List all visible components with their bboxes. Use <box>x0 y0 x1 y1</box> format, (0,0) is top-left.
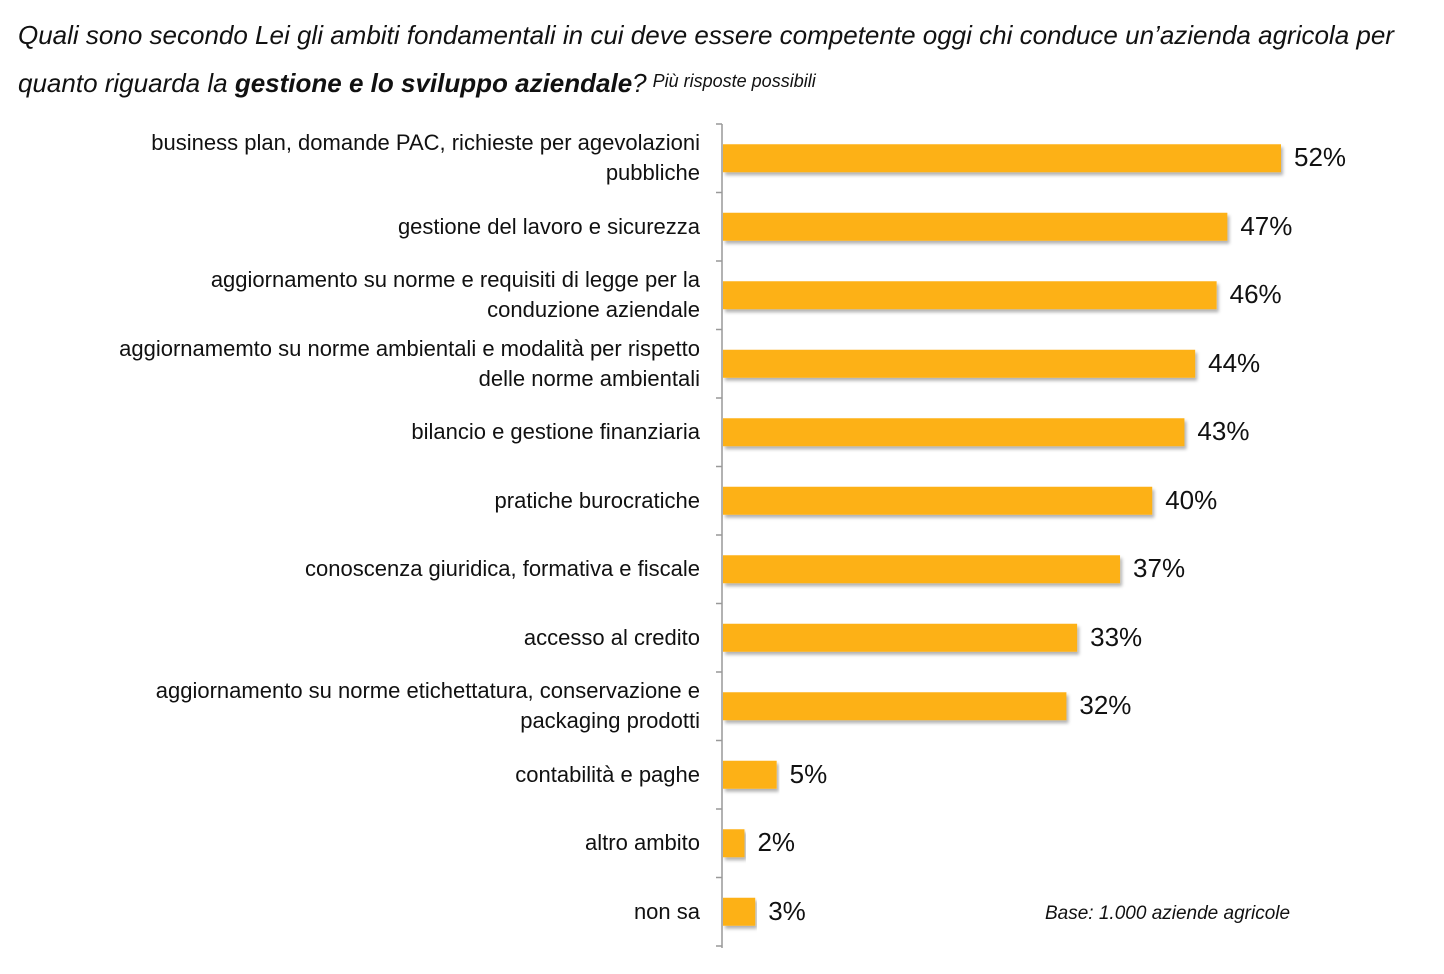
value-label: 52% <box>1294 142 1347 173</box>
value-label: 2% <box>757 827 796 858</box>
bar <box>723 760 777 789</box>
bar <box>723 486 1153 515</box>
bar <box>723 349 1196 378</box>
note: Base: 1.000 aziende agricole <box>1045 903 1291 924</box>
bar <box>723 281 1217 310</box>
subtitle: Più risposte possibili <box>652 71 816 91</box>
bar <box>723 144 1281 173</box>
bar <box>723 897 756 926</box>
value-label: 32% <box>1079 690 1132 721</box>
value-label: 33% <box>1090 621 1143 652</box>
category-label: aggiornamento su norme etichettatura, co… <box>155 678 700 734</box>
value-label: 3% <box>768 895 806 926</box>
category-label: accesso al credito <box>523 624 700 650</box>
value-label: 43% <box>1197 416 1250 447</box>
bar <box>723 418 1185 447</box>
value-label: 40% <box>1165 484 1218 515</box>
category-label: aggiornamento su norme e requisiti di le… <box>210 267 700 323</box>
chart-title: Quali sono secondo Lei gli ambiti fondam… <box>18 12 1438 106</box>
bar <box>723 829 745 858</box>
value-label: 5% <box>789 758 828 789</box>
bar <box>723 555 1121 584</box>
category-label: pratiche burocratiche <box>494 487 700 513</box>
category-label: bilancio e gestione finanziaria <box>411 419 700 445</box>
title-part: Quali sono secondo Lei gli ambiti fondam… <box>18 20 1394 98</box>
category-label: non sa <box>633 898 700 924</box>
category-label: altro ambito <box>585 830 700 856</box>
bar <box>723 623 1078 652</box>
bar <box>723 692 1067 721</box>
category-label: business plan, domande PAC, richieste pe… <box>151 130 700 186</box>
category-label: contabilità e paghe <box>515 761 700 787</box>
title-part: ? <box>632 68 647 98</box>
category-label: conoscenza giuridica, formativa e fiscal… <box>305 556 700 582</box>
bar <box>723 212 1228 241</box>
category-label: aggiornamemto su norme ambientali e moda… <box>119 335 700 391</box>
value-label: 37% <box>1133 553 1186 584</box>
value-label: 46% <box>1229 279 1282 310</box>
category-label: gestione del lavoro e sicurezza <box>397 213 700 239</box>
value-label: 44% <box>1208 347 1261 378</box>
value-label: 47% <box>1240 210 1293 241</box>
title-bold: gestione e lo sviluppo aziendale <box>234 68 633 98</box>
